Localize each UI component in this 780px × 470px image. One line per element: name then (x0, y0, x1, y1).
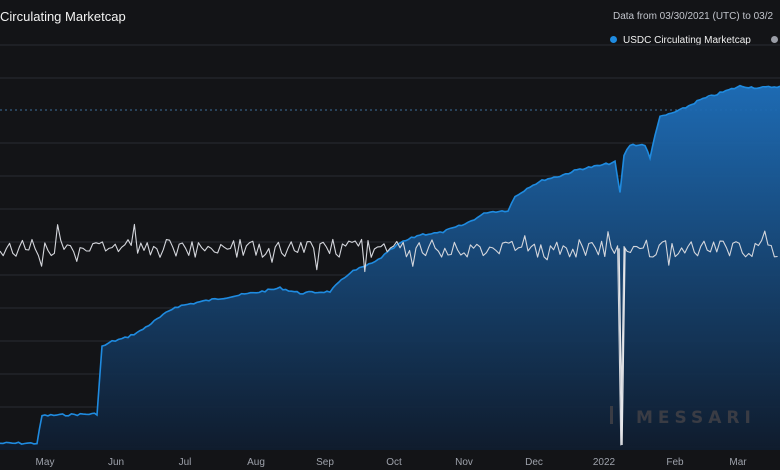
x-tick-label: 2022 (593, 457, 616, 468)
x-tick-label: May (36, 457, 55, 468)
x-tick-label: Feb (666, 457, 684, 468)
watermark-text: MESSARI (636, 408, 756, 428)
legend-item-secondary[interactable] (770, 35, 779, 46)
series-usdc (0, 84, 780, 450)
x-axis: May Jun Jul Aug Sep Oct Nov Dec 2022 Feb Mar (36, 457, 748, 468)
watermark-bar (610, 406, 613, 424)
x-tick-label: Nov (455, 457, 473, 468)
x-tick-label: Mar (729, 457, 747, 468)
secondary-line (0, 223, 778, 446)
date-range-text: Data from 03/30/2021 (UTC) to 03/2 (613, 11, 774, 22)
x-tick-label: Jun (108, 457, 124, 468)
secondary-line-dip (618, 248, 626, 446)
x-tick-label: Aug (247, 457, 265, 468)
usdc-line (0, 84, 780, 445)
usdc-area-fill (0, 86, 780, 450)
legend-item-usdc[interactable]: USDC Circulating Marketcap (610, 35, 751, 46)
series-secondary (0, 223, 778, 446)
watermark-logo: MESSARI (610, 406, 756, 428)
x-tick-label: Oct (386, 457, 402, 468)
legend-dot-secondary (770, 36, 778, 43)
x-tick-label: Dec (525, 457, 543, 468)
x-tick-label: Jul (179, 457, 192, 468)
legend-label-usdc: USDC Circulating Marketcap (623, 35, 751, 46)
x-tick-label: Sep (316, 457, 334, 468)
page-title: Circulating Marketcap (0, 9, 126, 24)
legend: USDC Circulating Marketcap (610, 35, 779, 46)
legend-dot-usdc (610, 36, 617, 43)
